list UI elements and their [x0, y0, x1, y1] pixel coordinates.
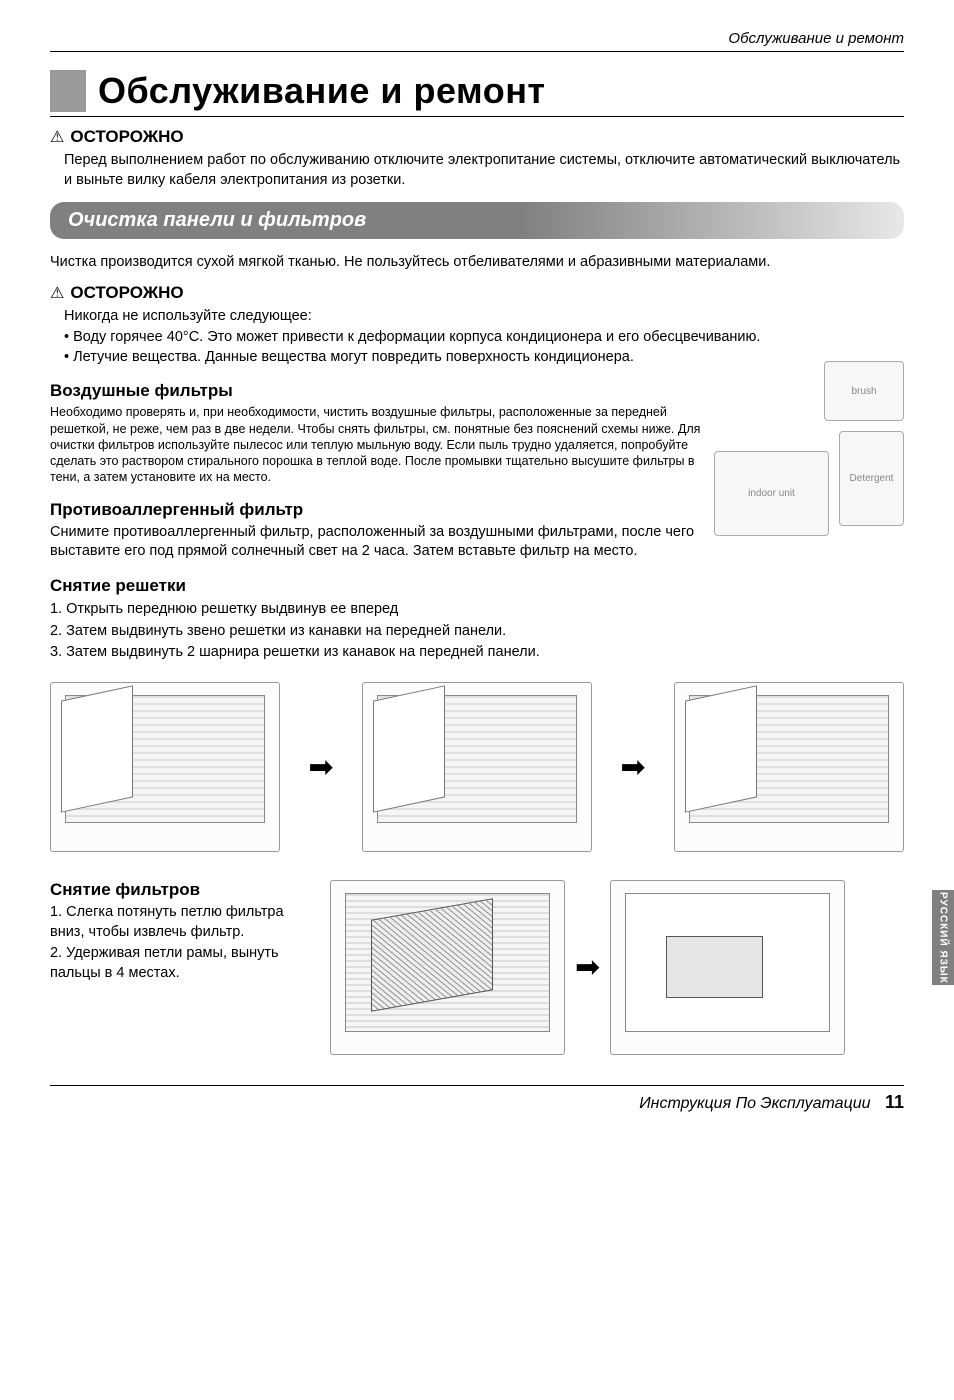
arrow-icon: ➡	[620, 750, 645, 785]
filter-diagram-2	[610, 880, 845, 1055]
filter-removal-text-col: Снятие фильтров 1. Слегка потянуть петлю…	[50, 880, 310, 993]
main-title-row: Обслуживание и ремонт	[50, 70, 904, 112]
unit-sketch: indoor unit	[714, 451, 829, 536]
air-filters-text: Необходимо проверять и, при необходимост…	[50, 404, 704, 485]
caution-2-label: ОСТОРОЖНО	[70, 283, 183, 303]
arrow-icon: ➡	[575, 950, 600, 985]
title-marker	[50, 70, 86, 112]
bullet-icon: •	[64, 349, 69, 365]
air-and-allergen-block: Воздушные фильтры Необходимо проверять и…	[50, 381, 904, 561]
arrow-icon: ➡	[308, 750, 333, 785]
bullet-icon: •	[64, 329, 69, 345]
grille-diagram-row: ➡ ➡	[50, 682, 904, 852]
filter-removal-title: Снятие фильтров	[50, 880, 310, 900]
grille-diagram-1	[50, 682, 280, 852]
filter-diagram-1	[330, 880, 565, 1055]
detergent-sketch: Detergent	[839, 431, 904, 526]
footer-text: Инструкция По Эксплуатации	[639, 1095, 870, 1112]
footer-page-number: 11	[885, 1092, 904, 1112]
bullet-2-text: Летучие вещества. Данные вещества могут …	[73, 349, 634, 365]
filter-step-1: 1. Слегка потянуть петлю фильтра вниз, ч…	[50, 903, 310, 942]
caution-1-label: ОСТОРОЖНО	[70, 127, 183, 147]
caution-1-text: Перед выполнением работ по обслуживанию …	[50, 151, 904, 190]
caution-2-body: Никогда не используйте следующее: • Воду…	[50, 307, 904, 368]
bullet-1-text: Воду горячее 40°C. Это может привести к …	[73, 329, 760, 345]
warning-icon: ⚠	[50, 283, 64, 303]
main-title: Обслуживание и ремонт	[98, 70, 546, 112]
grille-diagram-3	[674, 682, 904, 852]
brush-sketch: brush	[824, 361, 904, 421]
filter-step-2: 2. Удерживая петли рамы, вынуть пальцы в…	[50, 944, 310, 983]
section-banner-text: Очистка панели и фильтров	[68, 209, 366, 231]
filter-diagram-row: ➡	[330, 880, 904, 1055]
warning-icon: ⚠	[50, 127, 64, 147]
footer: Инструкция По Эксплуатации 11	[50, 1085, 904, 1113]
air-filters-title: Воздушные фильтры	[50, 381, 704, 401]
caution-2-lead: Никогда не используйте следующее:	[64, 307, 904, 327]
title-underline	[50, 116, 904, 117]
intro-text: Чистка производится сухой мягкой тканью.…	[50, 253, 904, 273]
allergen-title: Противоаллергенный фильтр	[50, 500, 704, 520]
grille-step-2: 2. Затем выдвинуть звено решетки из кана…	[50, 621, 904, 643]
running-header: Обслуживание и ремонт	[50, 30, 904, 52]
caution-2-bullet-1: • Воду горячее 40°C. Это может привести …	[64, 328, 904, 348]
section-banner: Очистка панели и фильтров	[50, 202, 904, 239]
language-side-tab: РУССКИЙ ЯЗЫК	[932, 890, 954, 985]
grille-steps: 1. Открыть переднюю решетку выдвинув ее …	[50, 599, 904, 664]
caution-1-heading: ⚠ ОСТОРОЖНО	[50, 127, 904, 147]
grille-step-1: 1. Открыть переднюю решетку выдвинув ее …	[50, 599, 904, 621]
grille-diagram-2	[362, 682, 592, 852]
right-sketches: brush indoor unit Detergent	[714, 361, 904, 581]
filter-removal-section: Снятие фильтров 1. Слегка потянуть петлю…	[50, 880, 904, 1055]
grille-step-3: 3. Затем выдвинуть 2 шарнира решетки из …	[50, 642, 904, 664]
allergen-text: Снимите противоаллергенный фильтр, распо…	[50, 523, 704, 562]
caution-2-heading: ⚠ ОСТОРОЖНО	[50, 283, 904, 303]
